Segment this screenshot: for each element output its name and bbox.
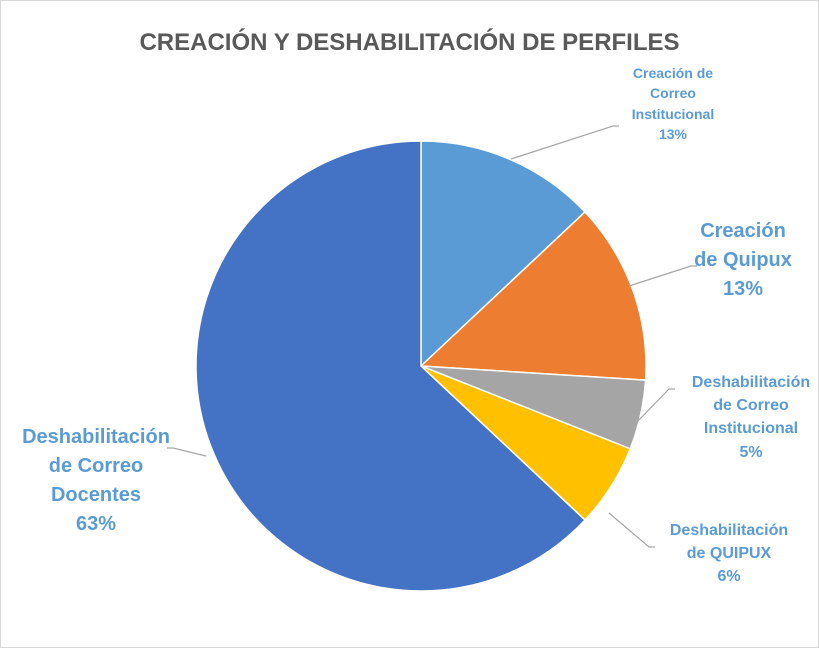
slice-value: 13% [722, 278, 764, 300]
slice-value: 63% [75, 513, 117, 535]
data-label: Creación de Correo Institucional 13% [617, 63, 729, 144]
slice-name: Deshabilitación de QUIPUX [669, 522, 789, 563]
data-label: Deshabilitación de Correo Docentes 63% [21, 423, 171, 539]
data-label: Deshabilitación de Correo Institucional 5… [681, 371, 818, 464]
pie-slice [420, 140, 587, 368]
data-label: Deshabilitación de QUIPUX 6% [659, 519, 799, 589]
leader-line [608, 512, 655, 548]
leader-lines [167, 125, 697, 548]
slice-name: Deshabilitación de Correo Docentes [22, 426, 170, 506]
data-label: Creación de Quipux 13% [689, 217, 797, 304]
pie-slice [419, 210, 647, 381]
pie-slice [195, 140, 587, 592]
slice-value: 13% [658, 125, 688, 142]
slice-name: Creación de Quipux [694, 220, 792, 271]
leader-line [628, 265, 697, 287]
slice-name: Creación de Correo Institucional [631, 65, 715, 122]
slice-name: Deshabilitación de Correo Institucional [691, 374, 811, 438]
leader-line [167, 447, 207, 457]
leader-line [510, 125, 619, 160]
chart-title: CREACIÓN Y DESHABILITACIÓN DE PERFILES [139, 29, 680, 56]
slice-value: 6% [717, 568, 741, 586]
slice-value: 5% [739, 443, 763, 461]
leader-line [637, 388, 675, 422]
